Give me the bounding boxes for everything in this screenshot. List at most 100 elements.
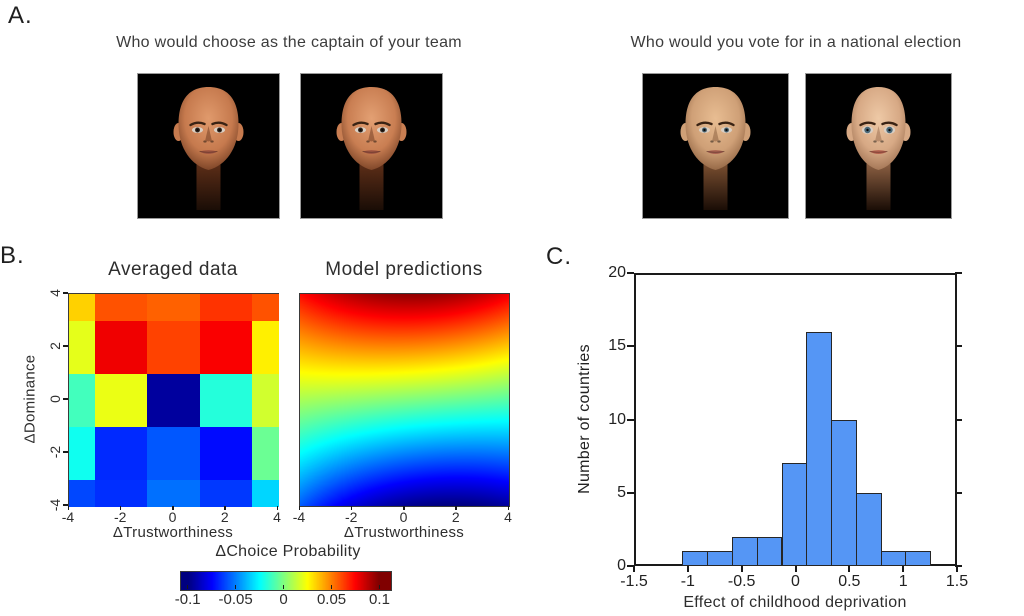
heatmap-cell bbox=[251, 373, 279, 427]
hist-x-tick-label: 1 bbox=[898, 573, 908, 590]
avg-y-tick-label: 2 bbox=[47, 342, 63, 350]
averaged-data-title: Averaged data bbox=[108, 259, 238, 280]
hist-y-tick-label: 5 bbox=[617, 483, 626, 501]
heatmap-cell bbox=[199, 373, 253, 427]
avg-y-tick-mark bbox=[63, 398, 68, 400]
model-x-tick-mark bbox=[298, 506, 300, 510]
model-x-tick-mark bbox=[507, 506, 509, 510]
question-captain: Who would choose as the captain of your … bbox=[116, 34, 462, 51]
colorbar-tick-mark bbox=[235, 585, 237, 589]
hist-y-tick-mark bbox=[627, 418, 634, 421]
face-image-election-female bbox=[805, 73, 952, 219]
model-x-tick-label: 0 bbox=[399, 509, 408, 525]
hist-x-tick-mark bbox=[956, 566, 958, 572]
heatmap-cell bbox=[69, 373, 96, 427]
colorbar-tick-mark bbox=[283, 585, 285, 589]
heatmap-cell bbox=[199, 479, 253, 507]
hist-y-axis-label: Number of countries bbox=[576, 344, 593, 494]
heatmap-cell bbox=[147, 320, 201, 374]
avg-y-tick-mark bbox=[63, 292, 68, 294]
histogram-bar bbox=[731, 536, 758, 566]
hist-y-tick-label: 0 bbox=[617, 557, 626, 574]
avg-x-tick-mark bbox=[276, 506, 278, 510]
hist-x-tick-label: -1 bbox=[680, 573, 695, 590]
histogram-bar bbox=[806, 331, 833, 566]
model-x-axis-label: ΔTrustworthiness bbox=[343, 524, 465, 541]
colorbar-tick-label: 0.1 bbox=[369, 591, 390, 608]
hist-y-right-tick-mark bbox=[955, 418, 962, 421]
heatmap-cell bbox=[251, 320, 279, 374]
avg-y-tick-mark bbox=[63, 451, 68, 453]
avg-y-tick-label: 4 bbox=[47, 289, 63, 297]
hist-x-tick-mark bbox=[794, 566, 797, 572]
hist-y-tick-label: 20 bbox=[608, 264, 626, 281]
hist-x-tick-mark bbox=[633, 566, 635, 572]
hist-y-tick-label: 15 bbox=[608, 337, 626, 355]
avg-x-tick-label: 2 bbox=[220, 509, 229, 525]
model-surface-canvas bbox=[300, 294, 509, 506]
heatmap-cell bbox=[95, 479, 148, 507]
histogram-bar bbox=[756, 536, 783, 566]
colorbar-tick-label: -0.05 bbox=[218, 591, 253, 608]
histogram-bar bbox=[781, 463, 808, 566]
heatmap-cell bbox=[95, 320, 148, 374]
hist-x-tick-mark bbox=[740, 566, 743, 572]
model-x-tick-label: -2 bbox=[345, 509, 358, 525]
avg-x-tick-label: 0 bbox=[168, 509, 177, 525]
heatmap-cell bbox=[199, 320, 253, 374]
avg-x-axis-label: ΔTrustworthiness bbox=[112, 524, 234, 541]
heatmap-cell bbox=[199, 294, 253, 321]
avg-y-tick-label: -4 bbox=[47, 498, 63, 512]
hist-x-tick-label: 1.5 bbox=[945, 573, 969, 590]
model-x-tick-mark bbox=[403, 506, 405, 510]
face-image-election-male bbox=[642, 73, 789, 219]
panel-a-label: A. bbox=[8, 2, 33, 29]
hist-y-tick-mark bbox=[627, 345, 634, 348]
heatmap-cell bbox=[69, 320, 96, 374]
heatmap-cell bbox=[95, 426, 148, 480]
model-x-tick-mark bbox=[350, 506, 353, 510]
hist-y-right-tick-mark bbox=[955, 565, 962, 567]
hist-x-tick-mark bbox=[686, 566, 689, 572]
averaged-data-heatmap bbox=[68, 293, 279, 507]
avg-x-tick-mark bbox=[172, 506, 174, 510]
model-predictions-heatmap bbox=[299, 293, 510, 507]
colorbar-tick-mark bbox=[187, 585, 189, 589]
face-image-captain-1 bbox=[137, 73, 280, 219]
hist-y-tick-label: 10 bbox=[608, 410, 626, 428]
colorbar bbox=[180, 571, 392, 591]
heatmap-cell bbox=[95, 294, 148, 321]
avg-y-tick-mark bbox=[63, 345, 68, 347]
hist-y-right-tick-mark bbox=[955, 272, 962, 274]
hist-x-tick-label: -1.5 bbox=[620, 573, 648, 590]
heatmap-cell bbox=[69, 426, 96, 480]
hist-x-tick-mark bbox=[848, 566, 851, 572]
hist-x-axis-label: Effect of childhood deprivation bbox=[683, 594, 907, 611]
hist-y-right-tick-mark bbox=[955, 491, 962, 494]
heatmap-cell bbox=[147, 294, 201, 321]
avg-y-tick-mark bbox=[63, 504, 68, 506]
hist-x-tick-label: 0.5 bbox=[838, 573, 861, 590]
avg-x-tick-label: -4 bbox=[61, 509, 75, 525]
avg-y-axis-label: ΔDominance bbox=[21, 354, 39, 444]
heatmap-cell bbox=[251, 294, 279, 321]
histogram-bar bbox=[707, 551, 733, 566]
histogram-bar bbox=[905, 551, 932, 566]
histogram-bar bbox=[855, 492, 882, 566]
avg-x-tick-mark bbox=[119, 506, 122, 510]
colorbar-tick-label: -0.1 bbox=[174, 591, 201, 608]
colorbar-tick-label: 0 bbox=[279, 591, 288, 608]
hist-y-tick-mark bbox=[627, 565, 634, 567]
heatmap-cell bbox=[199, 426, 253, 480]
histogram-bar bbox=[831, 419, 857, 566]
hist-y-tick-mark bbox=[627, 491, 634, 494]
model-predictions-title: Model predictions bbox=[325, 259, 483, 280]
avg-x-tick-label: -2 bbox=[114, 509, 127, 525]
panel-b-label: B. bbox=[0, 242, 25, 269]
heatmap-cell bbox=[69, 294, 96, 321]
colorbar-tick-label: 0.05 bbox=[316, 591, 347, 608]
heatmap-cell bbox=[147, 426, 201, 480]
heatmap-cell bbox=[147, 479, 201, 507]
model-x-tick-label: 2 bbox=[451, 509, 460, 525]
